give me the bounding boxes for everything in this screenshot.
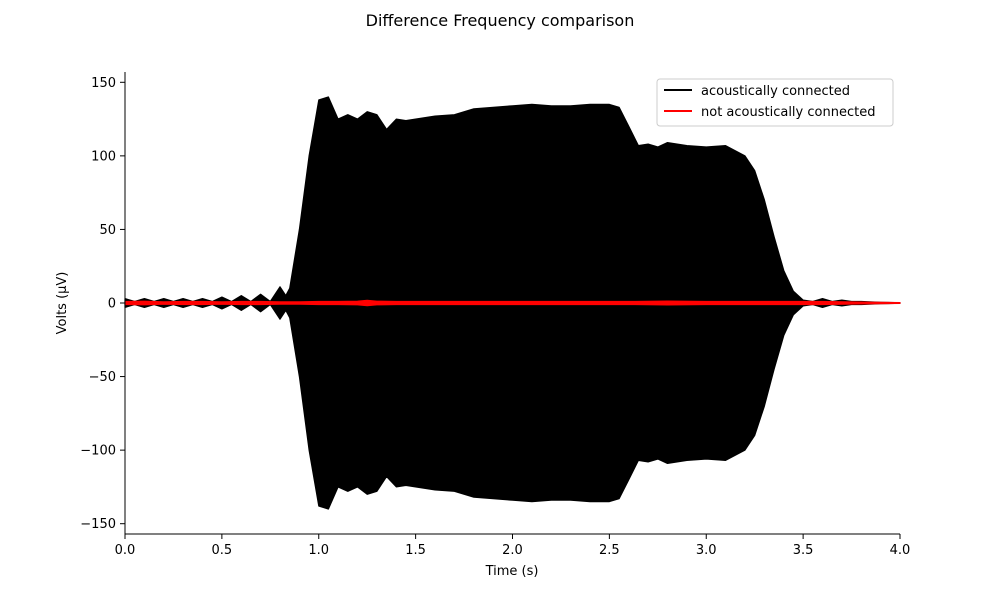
x-tick-label: 2.0	[502, 543, 523, 558]
x-tick-label: 0.5	[212, 543, 233, 558]
x-tick-label: 0.0	[115, 543, 136, 558]
x-axis-label: Time (s)	[485, 564, 539, 579]
y-tick-label: −100	[80, 444, 116, 459]
legend-frame	[656, 78, 894, 127]
x-tick-label: 1.0	[308, 543, 329, 558]
y-tick-label: 50	[99, 223, 116, 238]
legend-label-not-acoustically-connected: not acoustically connected	[701, 105, 875, 120]
plot-area	[124, 96, 901, 510]
legend: acoustically connected not acoustically …	[656, 78, 894, 127]
y-axis-ticks: 150 100 50 0 −50 −100 −150	[80, 76, 125, 532]
x-tick-label: 3.0	[696, 543, 717, 558]
x-axis-ticks: 0.0 0.5 1.0 1.5 2.0 2.5 3.0 3.5 4.0	[115, 534, 911, 558]
y-tick-label: −150	[80, 517, 116, 532]
y-tick-label: 150	[91, 76, 116, 91]
y-tick-label: 100	[91, 149, 116, 164]
x-tick-label: 3.5	[793, 543, 814, 558]
legend-label-acoustically-connected: acoustically connected	[701, 84, 850, 99]
x-tick-label: 1.5	[405, 543, 426, 558]
chart-title: Difference Frequency comparison	[366, 11, 635, 30]
x-tick-label: 2.5	[599, 543, 620, 558]
y-tick-label: −50	[89, 370, 116, 385]
x-tick-label: 4.0	[890, 543, 911, 558]
y-axis-label: Volts (µV)	[55, 272, 70, 335]
y-tick-label: 0	[108, 297, 116, 312]
